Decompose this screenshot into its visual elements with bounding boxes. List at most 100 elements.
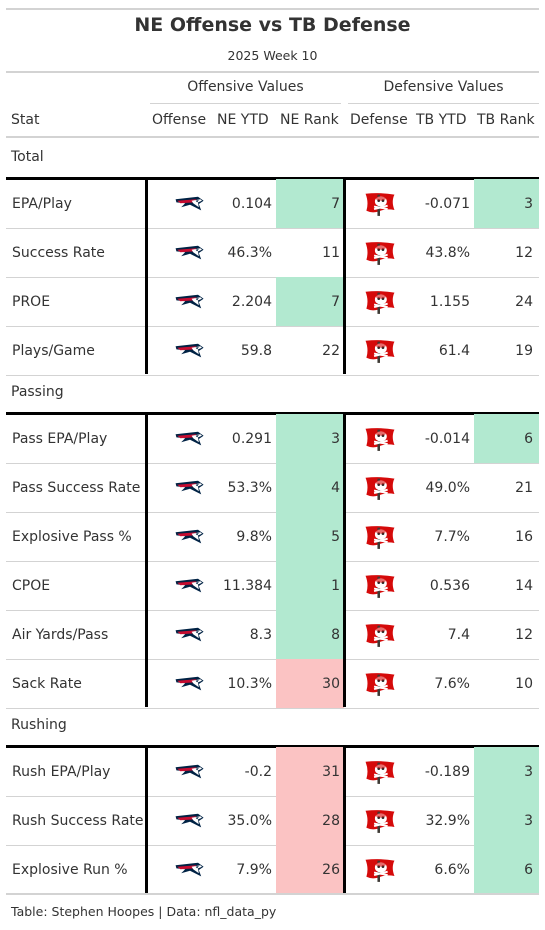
defense-logo [346,845,412,894]
spanner-offense-rule [150,103,341,104]
offense-logo [148,845,214,894]
col-header-offense: Offense [152,112,207,128]
tb-ytd-value: -0.014 [424,430,470,447]
col-header-ne-ytd: NE YTD [217,112,269,128]
spanner-offensive-values: Offensive Values [187,79,304,95]
buccaneers-flag-logo-icon [363,475,397,501]
defense-logo [346,463,412,512]
ne-rank-value: 7 [276,277,344,326]
ne-ytd-value: 0.291 [231,430,272,447]
ne-rank-value: 22 [322,342,340,359]
offense-logo [148,326,214,375]
buccaneers-flag-logo-icon [363,191,397,217]
ne-ytd-value: 9.8% [236,528,272,545]
group-label: Passing [11,384,64,400]
tb-ytd-value: 0.536 [429,577,470,594]
tb-ytd-value: 7.6% [434,675,470,692]
ne-ytd-value: 7.9% [236,861,272,878]
ne-ytd-value: 35.0% [227,812,272,829]
patriots-logo-icon [174,292,206,312]
table-row: Sack Rate 10.3% 30 7.6% 10 [6,659,539,709]
patriots-logo-icon [174,527,206,547]
tb-rank-value: 3 [474,747,539,796]
offense-logo [148,512,214,561]
tb-rank-value: 3 [474,179,539,228]
table-row: Rush EPA/Play -0.2 31 -0.189 3 [6,747,539,797]
tb-rank-value: 14 [515,577,533,594]
buccaneers-flag-logo-icon [363,338,397,364]
tb-ytd-value: 7.4 [447,626,470,643]
patriots-logo-icon [174,860,206,880]
stat-name: Plays/Game [12,342,95,359]
buccaneers-flag-logo-icon [363,808,397,834]
tb-rank-value: 10 [515,675,533,692]
group-rule [6,412,539,415]
defense-logo [346,326,412,375]
defense-divider [343,177,346,374]
offense-logo [148,659,214,708]
table-footer-source: Table: Stephen Hoopes | Data: nfl_data_p… [11,904,277,919]
patriots-logo-icon [174,576,206,596]
column-header-rule [6,136,539,138]
stat-name: Explosive Run % [12,861,128,878]
defense-logo [346,179,412,228]
stat-name: EPA/Play [12,195,72,212]
defense-logo [346,659,412,708]
tb-ytd-value: 61.4 [438,342,470,359]
stat-name: PROE [12,293,51,310]
ne-ytd-value: 59.8 [240,342,272,359]
patriots-logo-icon [174,674,206,694]
spanner-defensive-values: Defensive Values [383,79,504,95]
ne-rank-value: 11 [322,244,340,261]
table-row: Plays/Game 59.8 22 61.4 19 [6,326,539,376]
stat-name: Success Rate [12,244,105,261]
ne-ytd-value: -0.2 [244,763,272,780]
buccaneers-flag-logo-icon [363,857,397,883]
tb-ytd-value: 7.7% [434,528,470,545]
offense-logo [148,414,214,463]
patriots-logo-icon [174,243,206,263]
stat-name: Air Yards/Pass [12,626,109,643]
offense-logo [148,463,214,512]
tb-ytd-value: -0.071 [424,195,470,212]
tb-ytd-value: 6.6% [434,861,470,878]
stat-name: CPOE [12,577,51,594]
patriots-logo-icon [174,341,206,361]
tb-rank-value: 24 [515,293,533,310]
defense-logo [346,277,412,326]
stat-name: Explosive Pass % [12,528,132,545]
patriots-logo-icon [174,194,206,214]
offense-divider [145,177,148,374]
ne-rank-value: 30 [276,659,344,708]
table-row: CPOE 11.384 1 0.536 14 [6,561,539,611]
ne-ytd-value: 8.3 [249,626,272,643]
tb-rank-value: 21 [515,479,533,496]
offense-divider [145,745,148,893]
table-row: Rush Success Rate 35.0% 28 32.9% 3 [6,796,539,846]
ne-ytd-value: 10.3% [227,675,272,692]
ne-ytd-value: 2.204 [231,293,272,310]
table-subtitle: 2025 Week 10 [227,48,318,63]
tb-rank-value: 6 [474,414,539,463]
col-header-ne-rank: NE Rank [280,112,339,128]
table-row: Pass Success Rate 53.3% 4 49.0% 21 [6,463,539,513]
buccaneers-flag-logo-icon [363,524,397,550]
table-title: NE Offense vs TB Defense [134,14,411,36]
group-rule [6,745,539,748]
tb-rank-value: 6 [474,845,539,894]
ne-rank-value: 31 [276,747,344,796]
buccaneers-flag-logo-icon [363,622,397,648]
ne-ytd-value: 0.104 [231,195,272,212]
offense-logo [148,610,214,659]
defense-logo [346,610,412,659]
patriots-logo-icon [174,762,206,782]
tb-rank-value: 12 [515,626,533,643]
buccaneers-flag-logo-icon [363,573,397,599]
buccaneers-flag-logo-icon [363,426,397,452]
tb-rank-value: 3 [474,796,539,845]
buccaneers-flag-logo-icon [363,671,397,697]
buccaneers-flag-logo-icon [363,759,397,785]
ne-rank-value: 5 [276,512,344,561]
table-row: Explosive Pass % 9.8% 5 7.7% 16 [6,512,539,562]
buccaneers-flag-logo-icon [363,240,397,266]
